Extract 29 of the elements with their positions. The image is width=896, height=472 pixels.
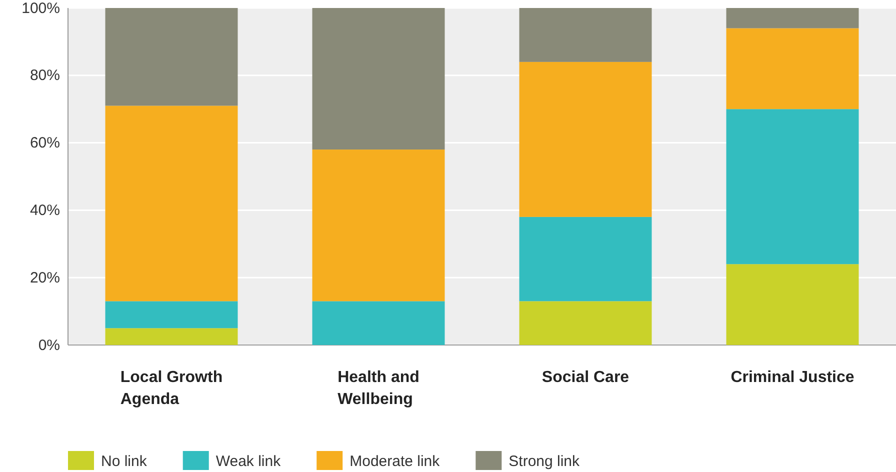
bar xyxy=(312,150,445,302)
bar xyxy=(726,264,859,345)
y-tick-label: 40% xyxy=(30,202,60,219)
bar xyxy=(519,301,652,345)
bar xyxy=(726,28,859,110)
x-tick-label: Criminal Justice xyxy=(730,369,854,386)
y-tick-label: 100% xyxy=(22,0,60,17)
legend-label: Strong link xyxy=(508,453,580,470)
bar xyxy=(519,62,652,217)
bar xyxy=(519,8,652,62)
bar xyxy=(105,301,238,328)
x-tick-label: Local Growth Agenda xyxy=(120,369,223,408)
bar xyxy=(726,109,859,264)
y-tick-label: 20% xyxy=(30,269,60,286)
bar xyxy=(312,8,445,150)
legend-label: Weak link xyxy=(216,453,282,470)
bar xyxy=(105,328,238,345)
bar xyxy=(519,216,652,302)
x-tick-label: Health and Wellbeing xyxy=(338,369,420,408)
y-tick-label: 60% xyxy=(30,134,60,152)
bar xyxy=(726,8,859,28)
legend-label: Moderate link xyxy=(350,453,440,470)
bar xyxy=(105,106,238,302)
x-tick-label: Social Care xyxy=(542,369,630,386)
bar xyxy=(312,301,445,345)
bar xyxy=(105,8,238,106)
legend-label: No link xyxy=(101,453,148,470)
y-tick-label: 0% xyxy=(38,336,60,354)
y-tick-label: 80% xyxy=(30,67,60,84)
